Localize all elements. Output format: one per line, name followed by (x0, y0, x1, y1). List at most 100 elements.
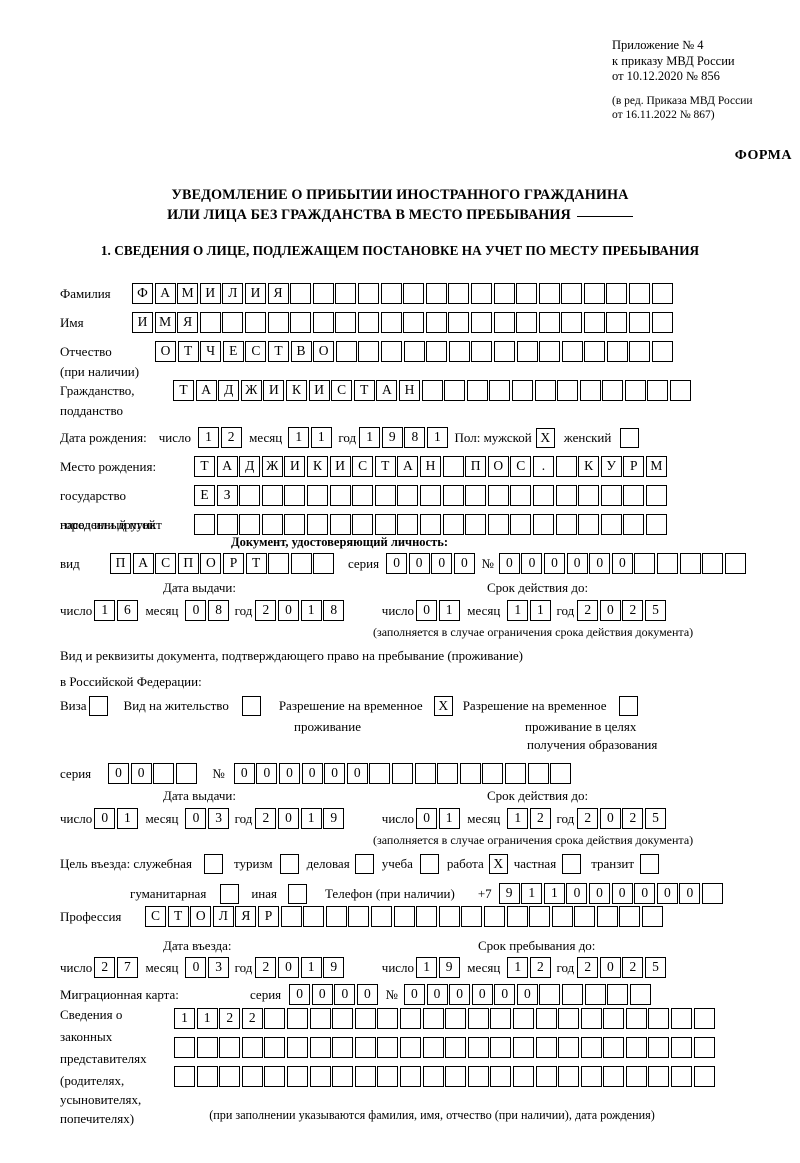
char-cell[interactable]: 1 (116, 808, 138, 829)
char-cell[interactable] (196, 1066, 218, 1087)
purpose-work-checkbox[interactable]: X (488, 854, 508, 874)
char-cell[interactable] (648, 1066, 670, 1087)
char-cell[interactable] (267, 312, 289, 333)
char-cell[interactable] (284, 485, 306, 506)
char-cell[interactable] (425, 283, 447, 304)
char-cell[interactable] (512, 1066, 534, 1087)
char-cell[interactable]: 0 (544, 553, 566, 574)
char-cell[interactable] (465, 485, 487, 506)
char-cell[interactable]: Е (222, 341, 244, 362)
char-cell[interactable]: Ж (240, 380, 262, 401)
char-cell[interactable] (516, 341, 538, 362)
char-cell[interactable]: 1 (438, 600, 460, 621)
char-cell[interactable] (603, 1037, 625, 1058)
char-cell[interactable] (422, 1037, 444, 1058)
char-cell[interactable]: 0 (494, 984, 516, 1005)
char-cell[interactable] (558, 1037, 580, 1058)
char-cell[interactable]: 0 (416, 600, 438, 621)
char-cell[interactable]: 3 (208, 957, 230, 978)
char-cell[interactable] (466, 380, 488, 401)
char-cell[interactable]: 6 (116, 600, 138, 621)
char-cell[interactable] (357, 312, 379, 333)
char-cell[interactable] (216, 514, 238, 535)
char-cell[interactable] (527, 763, 549, 784)
char-cell[interactable] (354, 1037, 376, 1058)
char-cell[interactable] (329, 485, 351, 506)
char-cell[interactable] (244, 312, 266, 333)
char-cell[interactable]: 0 (403, 984, 425, 1005)
char-cell[interactable]: И (244, 283, 266, 304)
char-cell[interactable] (555, 514, 577, 535)
char-cell[interactable]: 1 (300, 808, 322, 829)
char-cell[interactable] (551, 906, 573, 927)
char-cell[interactable]: Я (177, 312, 199, 333)
char-cell[interactable] (671, 1066, 693, 1087)
char-cell[interactable]: 0 (185, 808, 207, 829)
char-cell[interactable]: Т (353, 380, 375, 401)
char-cell[interactable]: 0 (516, 984, 538, 1005)
char-cell[interactable] (261, 485, 283, 506)
char-cell[interactable]: С (510, 456, 532, 477)
char-cell[interactable] (693, 1008, 715, 1029)
char-cell[interactable]: С (155, 553, 177, 574)
char-cell[interactable]: Я (235, 906, 257, 927)
char-cell[interactable] (558, 1008, 580, 1029)
char-cell[interactable]: 0 (431, 553, 453, 574)
char-cell[interactable] (596, 906, 618, 927)
char-cell[interactable] (651, 312, 673, 333)
char-cell[interactable] (222, 312, 244, 333)
char-cell[interactable] (335, 341, 357, 362)
char-cell[interactable]: 0 (634, 883, 656, 904)
char-cell[interactable] (268, 553, 290, 574)
char-cell[interactable] (284, 514, 306, 535)
char-cell[interactable] (403, 341, 425, 362)
char-cell[interactable] (377, 1008, 399, 1029)
char-cell[interactable]: Т (245, 553, 267, 574)
char-cell[interactable]: 3 (208, 808, 230, 829)
purpose-tourism-checkbox[interactable] (279, 854, 299, 874)
char-cell[interactable] (264, 1037, 286, 1058)
char-cell[interactable]: 2 (255, 957, 277, 978)
char-cell[interactable] (629, 984, 651, 1005)
char-cell[interactable]: Н (419, 456, 441, 477)
char-cell[interactable]: 1 (300, 957, 322, 978)
char-cell[interactable]: 0 (521, 553, 543, 574)
char-cell[interactable] (414, 763, 436, 784)
char-cell[interactable]: 5 (645, 957, 666, 978)
char-cell[interactable] (399, 1008, 421, 1029)
char-cell[interactable]: 0 (611, 883, 633, 904)
char-cell[interactable] (219, 1066, 241, 1087)
char-cell[interactable] (397, 485, 419, 506)
char-cell[interactable]: 1 (288, 427, 310, 448)
char-cell[interactable]: М (177, 283, 199, 304)
char-cell[interactable] (399, 1037, 421, 1058)
char-cell[interactable] (470, 283, 492, 304)
char-cell[interactable] (634, 553, 656, 574)
char-cell[interactable]: Д (218, 380, 240, 401)
char-cell[interactable] (219, 1037, 241, 1058)
purpose-study-checkbox[interactable] (419, 854, 439, 874)
char-cell[interactable] (724, 553, 746, 574)
char-cell[interactable] (335, 283, 357, 304)
char-cell[interactable]: Т (167, 906, 189, 927)
char-cell[interactable] (199, 312, 221, 333)
char-cell[interactable] (286, 1037, 308, 1058)
char-cell[interactable]: 0 (233, 763, 255, 784)
char-cell[interactable] (357, 283, 379, 304)
char-cell[interactable] (174, 1066, 195, 1087)
char-cell[interactable] (550, 763, 572, 784)
char-cell[interactable] (606, 312, 628, 333)
char-cell[interactable] (174, 1037, 195, 1058)
char-cell[interactable] (657, 553, 679, 574)
char-cell[interactable] (426, 341, 448, 362)
char-cell[interactable] (584, 984, 606, 1005)
